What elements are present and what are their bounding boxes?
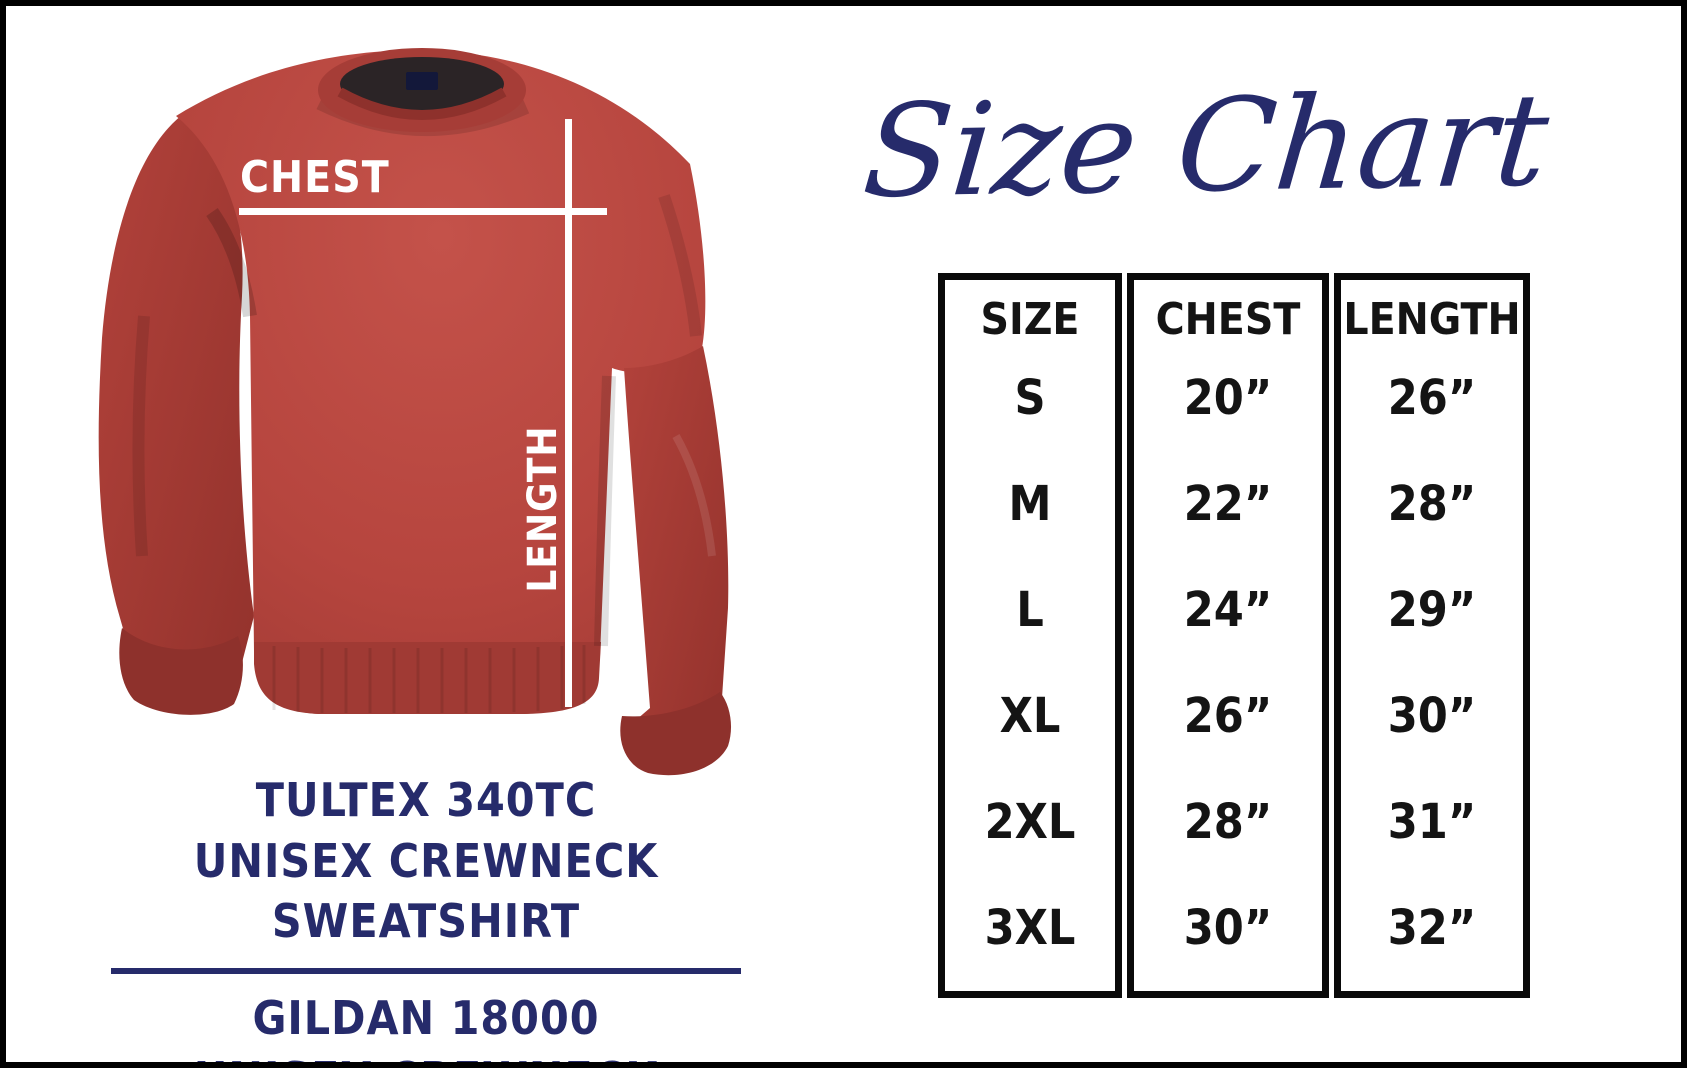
table-cell-length: 30”	[1387, 688, 1477, 744]
right-sleeve	[622, 346, 729, 771]
table-cell-size: L	[1016, 582, 1044, 638]
hem-ribbing	[272, 645, 586, 713]
column-header-length: LENGTH	[1343, 294, 1521, 345]
page-title: Size Chart	[857, 65, 1555, 227]
table-cell-size: 2XL	[984, 794, 1076, 850]
table-cell-size: XL	[999, 688, 1061, 744]
table-cell-length: 28”	[1387, 476, 1477, 532]
length-measure-line	[565, 119, 572, 707]
size-table-column-chest: CHEST 20” 22” 24” 26” 28” 30”	[1127, 273, 1329, 998]
collar-rib	[337, 87, 507, 120]
size-table-column-length: LENGTH 26” 28” 29” 30” 31” 32”	[1334, 273, 1530, 998]
table-cell-chest: 26”	[1183, 688, 1273, 744]
chest-measure-line	[239, 208, 607, 215]
left-sleeve	[98, 112, 254, 698]
column-cells-size: S M L XL 2XL 3XL	[945, 345, 1115, 981]
column-header-size: SIZE	[980, 294, 1080, 345]
neck-tag	[406, 72, 438, 90]
torso	[176, 50, 706, 714]
left-cuff	[119, 628, 243, 715]
product-brand-2: GILDAN 18000	[252, 991, 600, 1046]
table-cell-size: S	[1014, 370, 1046, 426]
column-header-chest: CHEST	[1155, 294, 1301, 345]
table-cell-chest: 28”	[1183, 794, 1273, 850]
sweatshirt-image	[98, 48, 732, 776]
column-cells-chest: 20” 22” 24” 26” 28” 30”	[1134, 345, 1322, 981]
table-cell-length: 29”	[1387, 582, 1477, 638]
table-cell-chest: 20”	[1183, 370, 1273, 426]
table-cell-length: 32”	[1387, 900, 1477, 956]
product-divider	[111, 968, 741, 975]
product-brand-1: TULTEX 340TC	[255, 773, 597, 827]
length-measure-label: LENGTH	[520, 425, 566, 593]
column-cells-length: 26” 28” 29” 30” 31” 32”	[1341, 345, 1523, 981]
table-cell-size: M	[1008, 476, 1052, 532]
chest-measure-label: CHEST	[240, 152, 390, 203]
table-cell-length: 26”	[1387, 370, 1477, 426]
size-table-column-size: SIZE S M L XL 2XL 3XL	[938, 273, 1122, 998]
table-cell-chest: 22”	[1183, 476, 1273, 532]
size-table: SIZE S M L XL 2XL 3XL CHEST 20” 22” 24” …	[938, 273, 1530, 998]
hem-band	[254, 642, 601, 714]
table-cell-length: 31”	[1387, 794, 1477, 850]
product-names-block: TULTEX 340TC UNISEX CREWNECK SWEATSHIRT …	[61, 770, 791, 1062]
table-cell-chest: 30”	[1183, 900, 1273, 956]
product-name-2: UNISEX CREWNECK SWEATSHIRT	[61, 1049, 791, 1062]
right-cuff	[620, 692, 732, 776]
table-cell-chest: 24”	[1183, 582, 1273, 638]
table-cell-size: 3XL	[984, 900, 1076, 956]
product-name-1: UNISEX CREWNECK SWEATSHIRT	[193, 833, 659, 949]
